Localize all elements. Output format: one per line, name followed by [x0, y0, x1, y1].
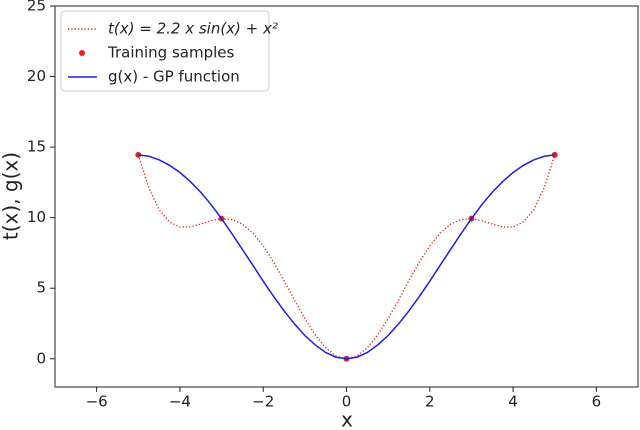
x-tick-label: 2	[425, 393, 435, 411]
y-axis-label: t(x), g(x)	[0, 152, 23, 240]
y-tick-label: 15	[27, 138, 46, 156]
x-tick-label: 4	[508, 393, 518, 411]
x-tick-label: −4	[169, 393, 191, 411]
x-tick-label: 6	[592, 393, 602, 411]
y-tick-label: 5	[36, 279, 46, 297]
x-tick-label: −2	[252, 393, 274, 411]
legend-box	[60, 10, 270, 92]
y-tick-label: 25	[27, 0, 46, 15]
legend-label: g(x) - GP function	[108, 68, 240, 86]
legend-label: t(x) = 2.2 x sin(x) + x²	[108, 20, 278, 38]
y-tick-label: 0	[36, 349, 46, 367]
series-line	[138, 154, 555, 360]
x-axis-label: x	[341, 408, 353, 430]
x-tick-label: 0	[342, 393, 352, 411]
legend-label: Training samples	[107, 44, 234, 62]
x-tick-label: −6	[86, 393, 108, 411]
legend-marker	[79, 50, 85, 56]
y-tick-label: 10	[27, 208, 46, 226]
series-line	[137, 154, 556, 360]
y-tick-label: 20	[27, 67, 46, 85]
